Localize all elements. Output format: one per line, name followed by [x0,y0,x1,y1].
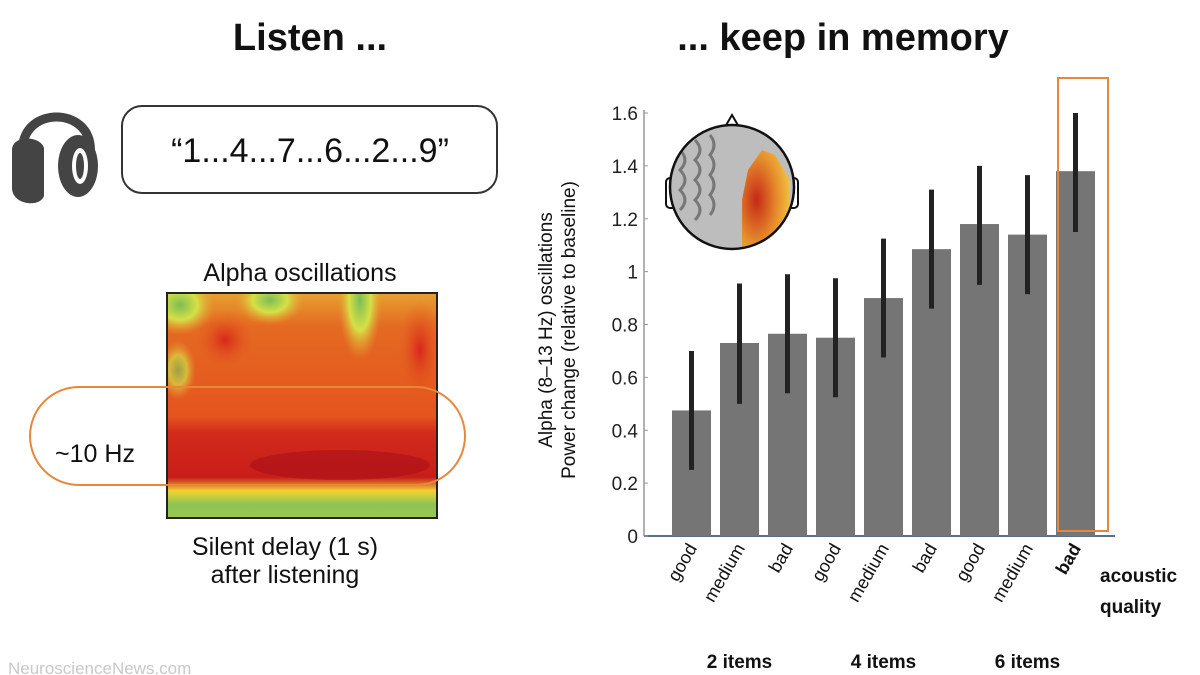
y-tick-label: 1 [627,263,638,284]
group-label: 4 items [851,652,916,673]
left-title: Listen ... [233,17,387,59]
highlight-box [1057,77,1109,532]
category-label: good [952,540,989,585]
y-tick-label: 0.4 [612,421,639,442]
brain-topography-inset [665,113,799,251]
headphones-icon [12,112,98,204]
y-tick-label: 0.2 [612,474,638,495]
category-label: medium [988,540,1037,605]
heatmap-caption-line1: Silent delay (1 s) [192,533,378,561]
y-tick-label: 0.8 [612,316,638,337]
category-label: bad [765,540,797,576]
sequence-box [121,105,498,194]
category-label: medium [844,540,893,605]
watermark: NeuroscienceNews.com [8,659,191,675]
y-tick-label: 1.4 [612,157,639,178]
category-label: medium [700,540,749,605]
band-label: ~10 Hz [55,440,135,468]
category-label: good [664,540,701,585]
alpha-heatmap [167,293,437,518]
category-label: bad [1052,540,1085,578]
acoustic-quality-label-line2: quality [1100,597,1162,618]
acoustic-quality-label-line1: acoustic [1100,566,1178,587]
y-tick-label: 0 [627,527,638,548]
y-tick-label: 1.6 [612,104,638,125]
group-labels: 2 items 4 items 6 items [707,652,1060,673]
bars [672,113,1095,537]
y-tick-label: 1.2 [612,210,638,231]
category-label: bad [909,540,941,576]
y-axis-label-line2: Power change (relative to baseline) [559,181,580,479]
group-label: 2 items [707,652,772,673]
digit-sequence: “1...4...7...6...2...9” [171,132,449,170]
heatmap-caption-line2: after listening [211,561,360,589]
alpha-band-highlight [29,386,466,486]
right-title: ... keep in memory [677,17,1009,59]
heatmap-frame [166,292,438,519]
category-label: good [808,540,845,585]
y-axis-label-line1: Alpha (8–13 Hz) oscillations [536,212,557,448]
y-tick-label: 0.6 [612,368,638,389]
group-label: 6 items [995,652,1060,673]
heatmap-title: Alpha oscillations [203,259,396,287]
y-axis-label: Alpha (8–13 Hz) oscillations Power chang… [536,181,580,479]
